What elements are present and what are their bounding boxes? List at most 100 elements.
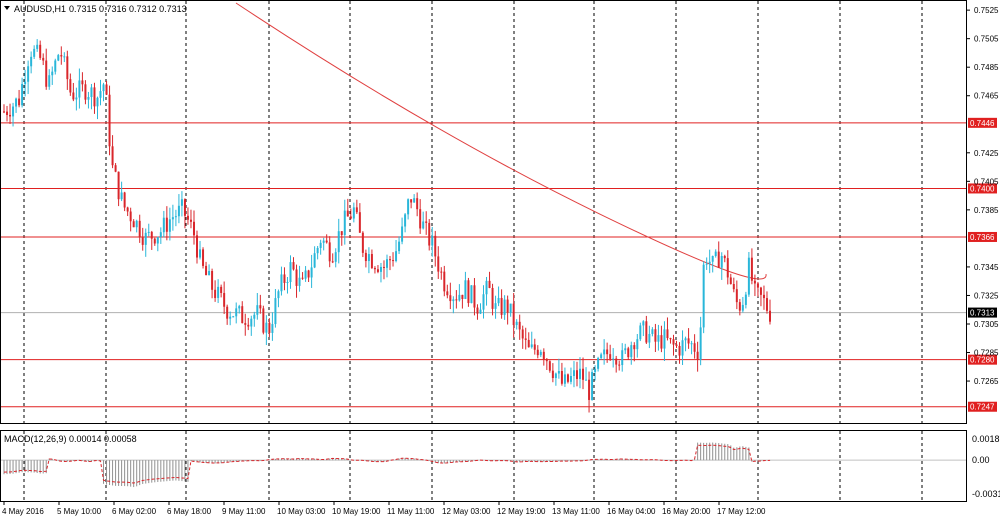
candle-body [410, 199, 413, 203]
candle-body [229, 316, 232, 319]
candle-body [488, 280, 491, 288]
candle-body [732, 283, 735, 290]
candle-body [376, 269, 379, 272]
candle-body [437, 256, 440, 272]
candle-body [597, 358, 600, 369]
candle-body [250, 318, 253, 327]
candle-body [663, 329, 666, 349]
candle-body [524, 338, 527, 340]
candle-body [301, 277, 304, 279]
candle-body [153, 238, 156, 244]
candle-body [491, 287, 494, 309]
candle-body [530, 344, 533, 348]
level-price-label: 0.7280 [970, 356, 995, 365]
candle-body [591, 371, 594, 400]
moving-average [235, 2, 767, 280]
price-tick-label: 0.7485 [974, 63, 999, 72]
candle-body [690, 343, 693, 345]
candle-body [666, 329, 669, 339]
level-price-box [968, 401, 997, 412]
candle-body [343, 210, 346, 235]
candle-body [382, 266, 385, 268]
candle-body [600, 354, 603, 359]
level-price-box [968, 354, 997, 365]
candle-body [337, 231, 340, 253]
candle-body [461, 294, 464, 299]
candle-body [473, 285, 476, 308]
candle-body [566, 374, 569, 382]
candles [3, 39, 771, 413]
candle-body [63, 56, 66, 58]
candle-body [214, 289, 217, 298]
candle-body [370, 254, 373, 268]
candle-body [575, 370, 578, 379]
candle-body [84, 84, 87, 100]
candle-body [572, 370, 575, 376]
candle-body [723, 256, 726, 259]
candle-body [120, 192, 123, 200]
candle-body [141, 237, 144, 245]
candle-body [678, 345, 681, 356]
candle-body [313, 253, 316, 268]
candle-body [102, 84, 105, 92]
candle-body [361, 232, 364, 253]
candle-body [358, 212, 361, 233]
candle-body [705, 263, 708, 265]
candle-body [738, 302, 741, 311]
candle-body [171, 217, 174, 220]
candle-body [87, 96, 90, 100]
candle-body [60, 55, 63, 57]
candle-body [759, 287, 762, 295]
candle-body [714, 251, 717, 257]
candle-body [66, 56, 69, 80]
level-price-label: 0.7247 [970, 403, 995, 412]
candle-body [470, 285, 473, 304]
price-tick-label: 0.7405 [974, 177, 999, 186]
candle-body [192, 221, 195, 236]
candle-body [527, 339, 530, 348]
candle-body [364, 252, 367, 262]
candle-body [96, 97, 99, 107]
level-price-box [968, 231, 997, 242]
candle-body [407, 199, 410, 215]
candle-body [202, 249, 205, 266]
candle-body [304, 270, 307, 279]
candle-body [108, 94, 111, 147]
candle-body [548, 361, 551, 371]
candle-body [280, 274, 283, 292]
candle-body [603, 349, 606, 355]
candle-body [33, 48, 36, 57]
candle-body [135, 220, 138, 228]
level-price-box [968, 117, 997, 128]
candle-body [711, 256, 714, 262]
candle-body [744, 294, 747, 305]
candle-body [416, 198, 419, 210]
candle-body [150, 231, 153, 239]
candle-body [277, 291, 280, 299]
price-tick-label: 0.7265 [974, 377, 999, 386]
candle-body [138, 220, 141, 238]
candle-body [648, 333, 651, 343]
current-price-box [968, 307, 997, 318]
candle-body [346, 210, 349, 217]
time-tick-label: 12 May 19:00 [497, 507, 546, 516]
candle-body [48, 75, 51, 87]
candle-body [479, 309, 482, 314]
candle-body [105, 84, 108, 95]
candle-body [482, 294, 485, 310]
macd-signal-line [3, 444, 771, 484]
candle-body [585, 379, 588, 381]
candle-body [126, 207, 129, 212]
candle-body [702, 264, 705, 328]
candle-body [238, 306, 241, 309]
collapse-triangle-icon[interactable] [4, 6, 10, 10]
candle-body [675, 344, 678, 346]
candle-body [379, 266, 382, 272]
candle-body [401, 226, 404, 242]
candle-body [162, 217, 165, 233]
candle-body [506, 299, 509, 313]
candle-body [18, 98, 21, 106]
candle-body [729, 277, 732, 284]
candle-body [639, 325, 642, 340]
